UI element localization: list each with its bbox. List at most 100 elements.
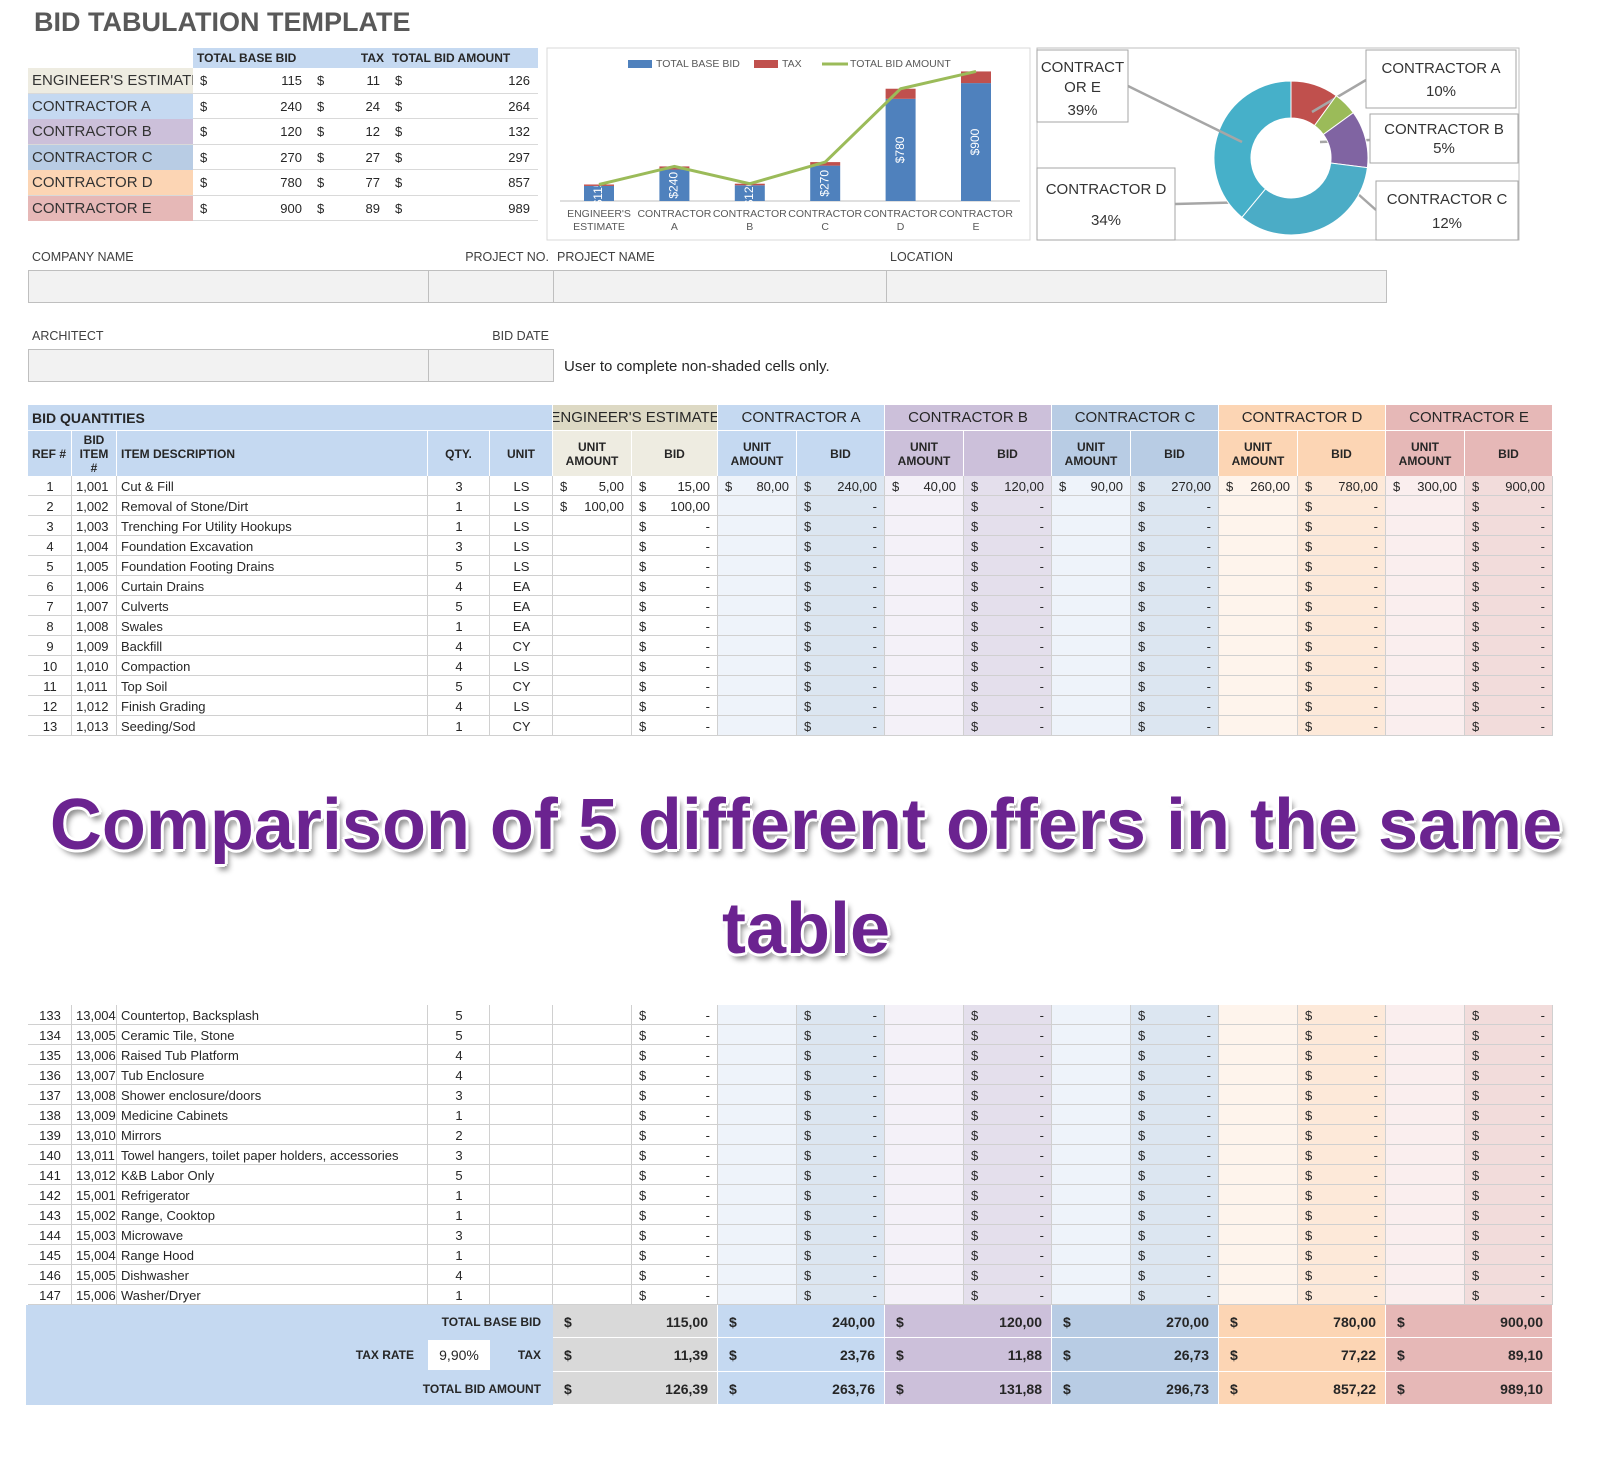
amount: 89,10 <box>1507 1347 1543 1363</box>
bid-cell <box>1298 596 1386 616</box>
unit-amount-cell <box>718 476 797 496</box>
amount: - <box>872 1127 877 1143</box>
amount: - <box>1039 1087 1044 1103</box>
currency-sign: $ <box>639 478 647 494</box>
bid-cell <box>632 696 718 716</box>
unit-amount-cell <box>1386 1005 1465 1025</box>
currency-sign: $ <box>1472 1247 1480 1263</box>
currency-sign: $ <box>639 678 647 694</box>
cell-text: 6 <box>46 578 54 594</box>
cell-text: LS <box>513 478 530 494</box>
amount: - <box>705 558 710 574</box>
amount: - <box>1039 1067 1044 1083</box>
currency-sign: $ <box>1472 1267 1480 1283</box>
bid-cell <box>964 1225 1052 1245</box>
table-cell <box>490 1025 553 1045</box>
amount: - <box>1206 1067 1211 1083</box>
total-cell <box>1219 1338 1386 1372</box>
cell-text: Seeding/Sod <box>121 718 196 734</box>
currency-sign: $ <box>1138 1087 1146 1103</box>
unit-amount-cell <box>885 536 964 556</box>
table-cell <box>117 1005 428 1025</box>
bid-cell <box>797 1205 885 1225</box>
table-title: BID QUANTITIES <box>28 405 553 430</box>
cell-text: 1 <box>455 1187 463 1203</box>
currency-sign: $ <box>896 1380 904 1397</box>
total-cell <box>1386 1372 1553 1405</box>
bid-cell <box>1131 1205 1219 1225</box>
bid-cell <box>1131 1145 1219 1165</box>
amount: - <box>1039 498 1044 514</box>
unit-amount-cell <box>1052 596 1131 616</box>
total-cell <box>553 1338 718 1372</box>
bid-cell <box>797 1245 885 1265</box>
bid-cell <box>964 1245 1052 1265</box>
currency-sign: $ <box>639 498 647 514</box>
currency-sign: $ <box>1472 1287 1480 1303</box>
banner: Comparison of 5 different offers in the … <box>49 785 1563 969</box>
bid-cell <box>1131 1085 1219 1105</box>
currency-sign: $ <box>1472 1027 1480 1043</box>
category-label: CONTRACTOR C <box>788 208 863 233</box>
currency-sign: $ <box>1305 478 1313 494</box>
amount: - <box>1039 1007 1044 1023</box>
amount: - <box>1540 1267 1545 1283</box>
unit-amount-cell <box>1386 516 1465 536</box>
cell-text: 145 <box>39 1247 61 1263</box>
bid-cell <box>1131 1245 1219 1265</box>
bid-cell <box>1465 1085 1553 1105</box>
input-field <box>28 349 429 382</box>
currency-sign: $ <box>1472 478 1480 494</box>
bid-cell <box>797 1285 885 1305</box>
bid-cell <box>1298 716 1386 736</box>
bid-cell <box>632 1145 718 1165</box>
currency-sign: $ <box>804 1247 812 1263</box>
amount: - <box>1540 638 1545 654</box>
amount: 270 <box>280 149 302 165</box>
amount: - <box>1039 598 1044 614</box>
bid-cell <box>1298 696 1386 716</box>
table-cell <box>117 1185 428 1205</box>
bid-cell <box>1131 516 1219 536</box>
amount: 77,22 <box>1340 1347 1376 1363</box>
table-cell <box>428 616 490 636</box>
bid-cell <box>1131 536 1219 556</box>
table-cell <box>428 1285 490 1305</box>
amount: - <box>1039 538 1044 554</box>
donut-slice <box>1241 162 1368 236</box>
bid-cell <box>964 1145 1052 1165</box>
currency-sign: $ <box>804 1267 812 1283</box>
currency-sign: $ <box>804 1127 812 1143</box>
unit-amount-cell <box>885 1025 964 1045</box>
amount: - <box>705 538 710 554</box>
amount: 780,00 <box>1338 478 1378 494</box>
amount: 15,00 <box>677 478 710 494</box>
unit-amount-cell <box>1219 576 1298 596</box>
table-cell <box>428 536 490 556</box>
table-cell <box>72 656 117 676</box>
cell-text: 1,006 <box>76 578 109 594</box>
cell-text: Compaction <box>121 658 191 674</box>
currency-sign: $ <box>1397 1380 1405 1397</box>
unit-amount-cell <box>718 496 797 516</box>
bid-cell <box>797 1265 885 1285</box>
bid-cell <box>797 1165 885 1185</box>
currency-sign: $ <box>1138 578 1146 594</box>
unit-amount-cell <box>718 1165 797 1185</box>
unit-amount-cell <box>1219 496 1298 516</box>
currency-sign: $ <box>639 1067 647 1083</box>
amount: - <box>705 1207 710 1223</box>
table-cell <box>490 676 553 696</box>
bid-cell <box>632 1165 718 1185</box>
currency-sign: $ <box>564 1380 572 1397</box>
table-cell <box>28 596 72 616</box>
unit-amount-cell <box>553 1225 632 1245</box>
bid-cell <box>1465 636 1553 656</box>
table-cell <box>28 656 72 676</box>
unit-amount-cell <box>718 636 797 656</box>
page-title: BID TABULATION TEMPLATE <box>34 6 411 37</box>
unit-amount-cell <box>553 516 632 536</box>
amount: 780,00 <box>1333 1313 1376 1330</box>
cell-text: 13,005 <box>76 1027 116 1043</box>
cell-text: 13,007 <box>76 1067 116 1083</box>
